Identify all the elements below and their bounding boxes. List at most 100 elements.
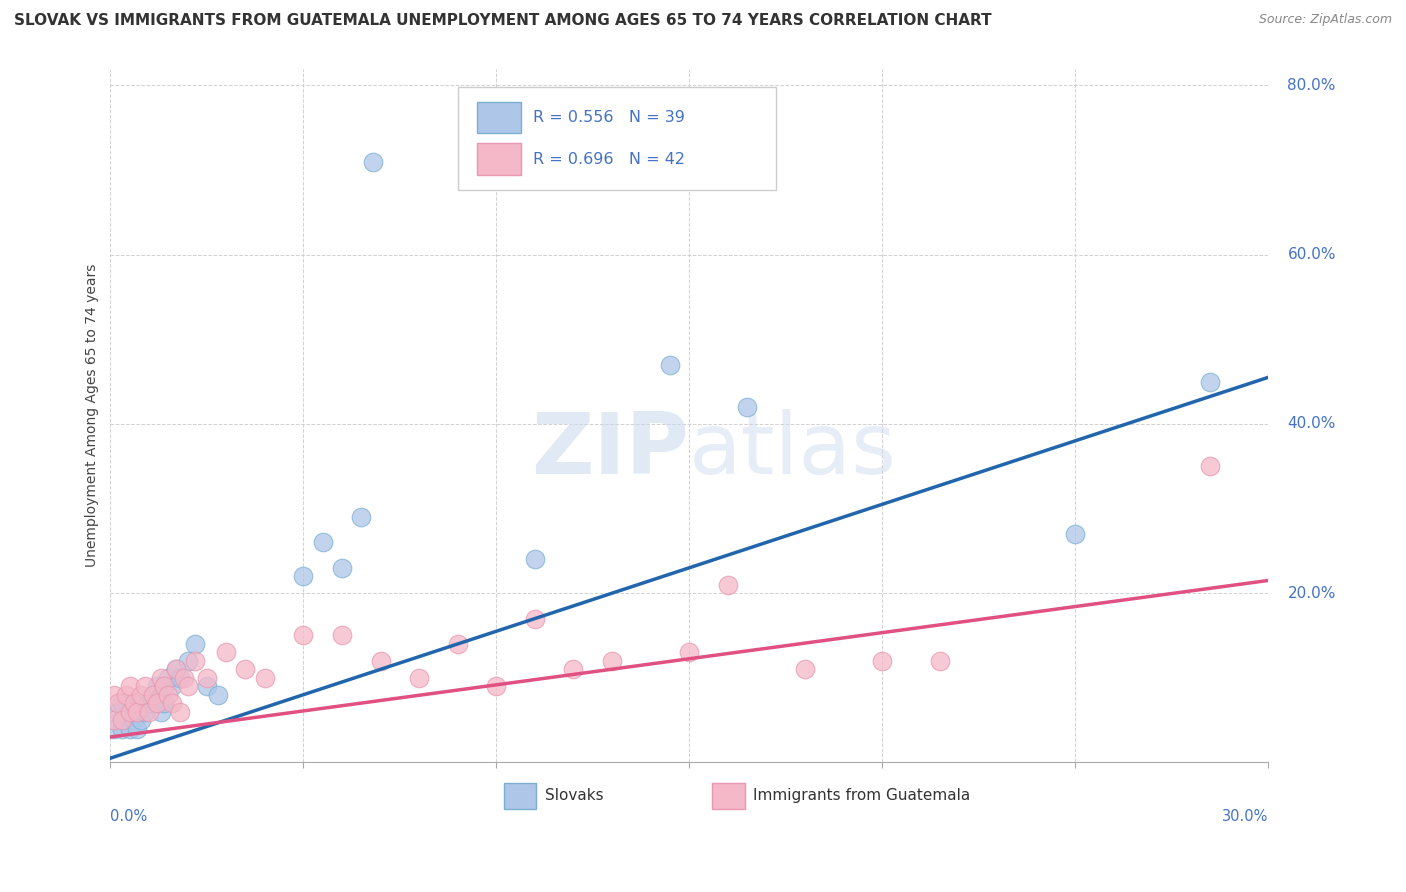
Point [659, 358, 682, 372]
Point [149, 688, 172, 702]
Point [145, 696, 167, 710]
Point [118, 679, 141, 693]
FancyBboxPatch shape [478, 144, 522, 175]
Point [160, 696, 183, 710]
Point [1064, 527, 1087, 541]
Point [111, 713, 134, 727]
Point [107, 705, 129, 719]
Text: Immigrants from Guatemala: Immigrants from Guatemala [754, 789, 970, 803]
Point [253, 671, 276, 685]
Point [600, 654, 623, 668]
Point [169, 705, 191, 719]
Point [134, 679, 156, 693]
Point [142, 688, 165, 702]
Point [149, 705, 172, 719]
Point [311, 535, 333, 549]
Text: R = 0.556   N = 39: R = 0.556 N = 39 [533, 111, 685, 125]
Point [138, 696, 160, 710]
Point [1199, 375, 1222, 389]
Point [107, 696, 129, 710]
Point [523, 611, 546, 625]
FancyBboxPatch shape [458, 87, 776, 190]
Point [111, 696, 134, 710]
Point [111, 722, 134, 736]
Point [408, 671, 430, 685]
FancyBboxPatch shape [503, 782, 537, 809]
Point [292, 569, 315, 583]
Point [184, 637, 207, 651]
Point [870, 654, 893, 668]
Point [153, 679, 176, 693]
Point [118, 705, 141, 719]
Point [149, 671, 172, 685]
Point [176, 679, 198, 693]
Point [153, 679, 176, 693]
Text: Slovaks: Slovaks [544, 789, 603, 803]
Text: 30.0%: 30.0% [1222, 809, 1268, 824]
Point [118, 722, 141, 736]
Point [160, 679, 183, 693]
Point [207, 688, 229, 702]
Point [447, 637, 470, 651]
Point [142, 688, 165, 702]
Text: ZIP: ZIP [531, 409, 689, 491]
Text: SLOVAK VS IMMIGRANTS FROM GUATEMALA UNEMPLOYMENT AMONG AGES 65 TO 74 YEARS CORRE: SLOVAK VS IMMIGRANTS FROM GUATEMALA UNEM… [14, 13, 991, 29]
Text: Source: ZipAtlas.com: Source: ZipAtlas.com [1258, 13, 1392, 27]
FancyBboxPatch shape [713, 782, 745, 809]
Point [1199, 459, 1222, 474]
Point [370, 654, 392, 668]
Point [176, 654, 198, 668]
Point [122, 696, 145, 710]
Point [127, 705, 149, 719]
Point [215, 645, 238, 659]
Point [157, 671, 180, 685]
Point [292, 628, 315, 642]
Point [153, 696, 176, 710]
Point [122, 713, 145, 727]
Text: 60.0%: 60.0% [1288, 247, 1336, 262]
Point [129, 713, 152, 727]
Point [173, 671, 195, 685]
Point [195, 671, 218, 685]
Point [195, 679, 218, 693]
FancyBboxPatch shape [478, 102, 522, 133]
Point [165, 662, 187, 676]
Point [330, 561, 353, 575]
Point [523, 552, 546, 566]
Point [115, 688, 138, 702]
Point [118, 705, 141, 719]
Point [350, 510, 373, 524]
Point [103, 713, 125, 727]
Point [485, 679, 508, 693]
Point [562, 662, 585, 676]
Point [115, 713, 138, 727]
Point [103, 722, 125, 736]
Text: atlas: atlas [689, 409, 897, 491]
Point [361, 154, 384, 169]
Point [735, 400, 758, 414]
Point [145, 696, 167, 710]
Text: R = 0.696   N = 42: R = 0.696 N = 42 [533, 152, 685, 167]
Point [103, 688, 125, 702]
Point [169, 671, 191, 685]
Point [127, 722, 149, 736]
Point [330, 628, 353, 642]
Text: 0.0%: 0.0% [111, 809, 148, 824]
Text: 40.0%: 40.0% [1288, 417, 1336, 432]
Point [794, 662, 817, 676]
Point [184, 654, 207, 668]
Point [717, 578, 740, 592]
Point [145, 679, 167, 693]
Point [122, 696, 145, 710]
Point [165, 662, 187, 676]
Point [129, 688, 152, 702]
Point [157, 688, 180, 702]
Point [929, 654, 952, 668]
Point [235, 662, 257, 676]
Point [127, 705, 149, 719]
Point [134, 705, 156, 719]
Text: 80.0%: 80.0% [1288, 78, 1336, 93]
Y-axis label: Unemployment Among Ages 65 to 74 years: Unemployment Among Ages 65 to 74 years [86, 264, 100, 567]
Point [138, 705, 160, 719]
Point [678, 645, 700, 659]
